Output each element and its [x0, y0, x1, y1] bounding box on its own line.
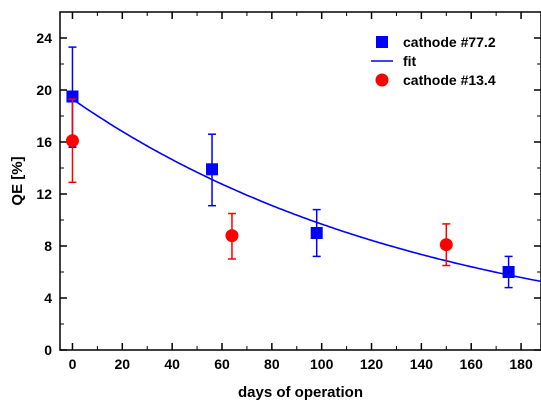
plot-area — [65, 46, 541, 289]
y-axis-label: QE [%] — [9, 156, 26, 205]
y-tick-label: 12 — [36, 186, 52, 202]
cathode-77-2-point — [502, 266, 515, 278]
cathode-13-4-point — [439, 238, 453, 252]
axes: 0 20 40 60 80 100 120 140 160 180 0 4 8 12 16 20 24 — [36, 11, 541, 372]
x-tick-label: 140 — [410, 356, 434, 372]
legend-cathode-77-2-swatch — [376, 36, 388, 48]
y-tick-label: 4 — [44, 290, 52, 306]
legend-fit-label: fit — [403, 53, 417, 69]
x-tick-label: 160 — [460, 356, 484, 372]
legend: cathode #77.2 fit cathode #13.4 — [371, 34, 496, 88]
x-axis-label: days of operation — [238, 384, 363, 401]
cathode-13-4-point — [225, 229, 239, 243]
y-tick-label: 20 — [36, 82, 52, 98]
fit-line — [72, 98, 541, 283]
x-tick-label: 100 — [310, 356, 334, 372]
plot-frame — [59, 11, 541, 351]
y-tick-label: 24 — [36, 30, 52, 46]
x-tick-label: 120 — [360, 356, 384, 372]
y-tick-label: 0 — [44, 342, 52, 358]
cathode-77-2-point — [206, 163, 219, 176]
x-tick-label: 180 — [509, 356, 533, 372]
x-tick-label: 0 — [69, 356, 77, 372]
cathode-13-4-point — [65, 134, 79, 148]
x-tick-label: 80 — [264, 356, 280, 372]
y-tick-label: 16 — [36, 134, 52, 150]
cathode-77-2-point — [310, 227, 323, 239]
legend-cathode-13-4-label: cathode #13.4 — [403, 72, 496, 88]
x-tick-label: 60 — [214, 356, 230, 372]
x-tick-label: 40 — [164, 356, 180, 372]
legend-cathode-77-2-label: cathode #77.2 — [403, 34, 496, 50]
legend-cathode-13-4-swatch — [375, 73, 389, 87]
y-tick-label: 8 — [44, 238, 52, 254]
x-tick-label: 20 — [115, 356, 131, 372]
